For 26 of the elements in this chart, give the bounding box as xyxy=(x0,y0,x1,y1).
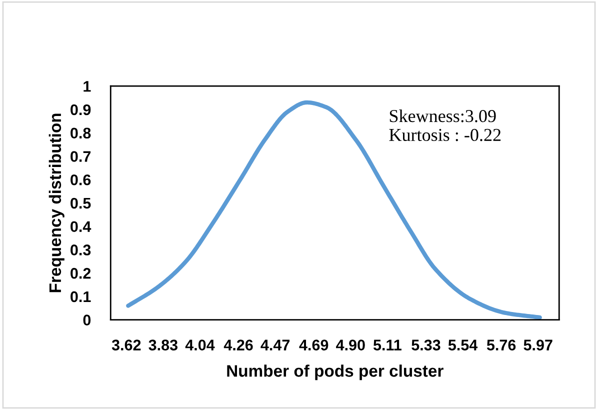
x-tick-label: 5.76 xyxy=(486,340,516,350)
y-tick-label: 0.8 xyxy=(70,128,91,139)
y-tick-label: 0.6 xyxy=(70,174,91,186)
y-tick-label: 0.3 xyxy=(70,244,91,256)
x-tick-label: 3.83 xyxy=(148,340,178,350)
x-tick-label: 4.90 xyxy=(336,340,365,350)
y-tick-label: 0 xyxy=(83,314,91,326)
x-axis-title: Number of pods per cluster xyxy=(227,364,444,380)
y-tick-label: 0.4 xyxy=(70,221,92,232)
y-tick-label: 0.1 xyxy=(70,291,91,302)
y-tick-label: 0.5 xyxy=(70,198,91,209)
x-tick-label: 5.54 xyxy=(448,340,478,350)
annotation: Skewness:3.09 Kurtosis : -0.22 xyxy=(389,109,501,142)
y-tick-label: 1 xyxy=(84,81,91,92)
y-tick-label: 0.2 xyxy=(70,268,91,279)
y-tick-label: 0.9 xyxy=(70,104,91,116)
x-tick-label: 5.33 xyxy=(412,340,440,350)
x-tick-label: 4.47 xyxy=(260,340,290,350)
x-tick-label: 3.62 xyxy=(112,340,141,350)
x-tick-label: 5.97 xyxy=(524,340,552,350)
y-axis-title: Frequency distribution xyxy=(48,114,64,292)
x-tick-label: 4.04 xyxy=(185,340,215,350)
x-tick-label: 5.11 xyxy=(373,340,402,350)
x-tick-label: 4.26 xyxy=(224,340,253,350)
x-tick-label: 4.69 xyxy=(299,340,328,350)
y-tick-label: 0.7 xyxy=(70,151,91,162)
